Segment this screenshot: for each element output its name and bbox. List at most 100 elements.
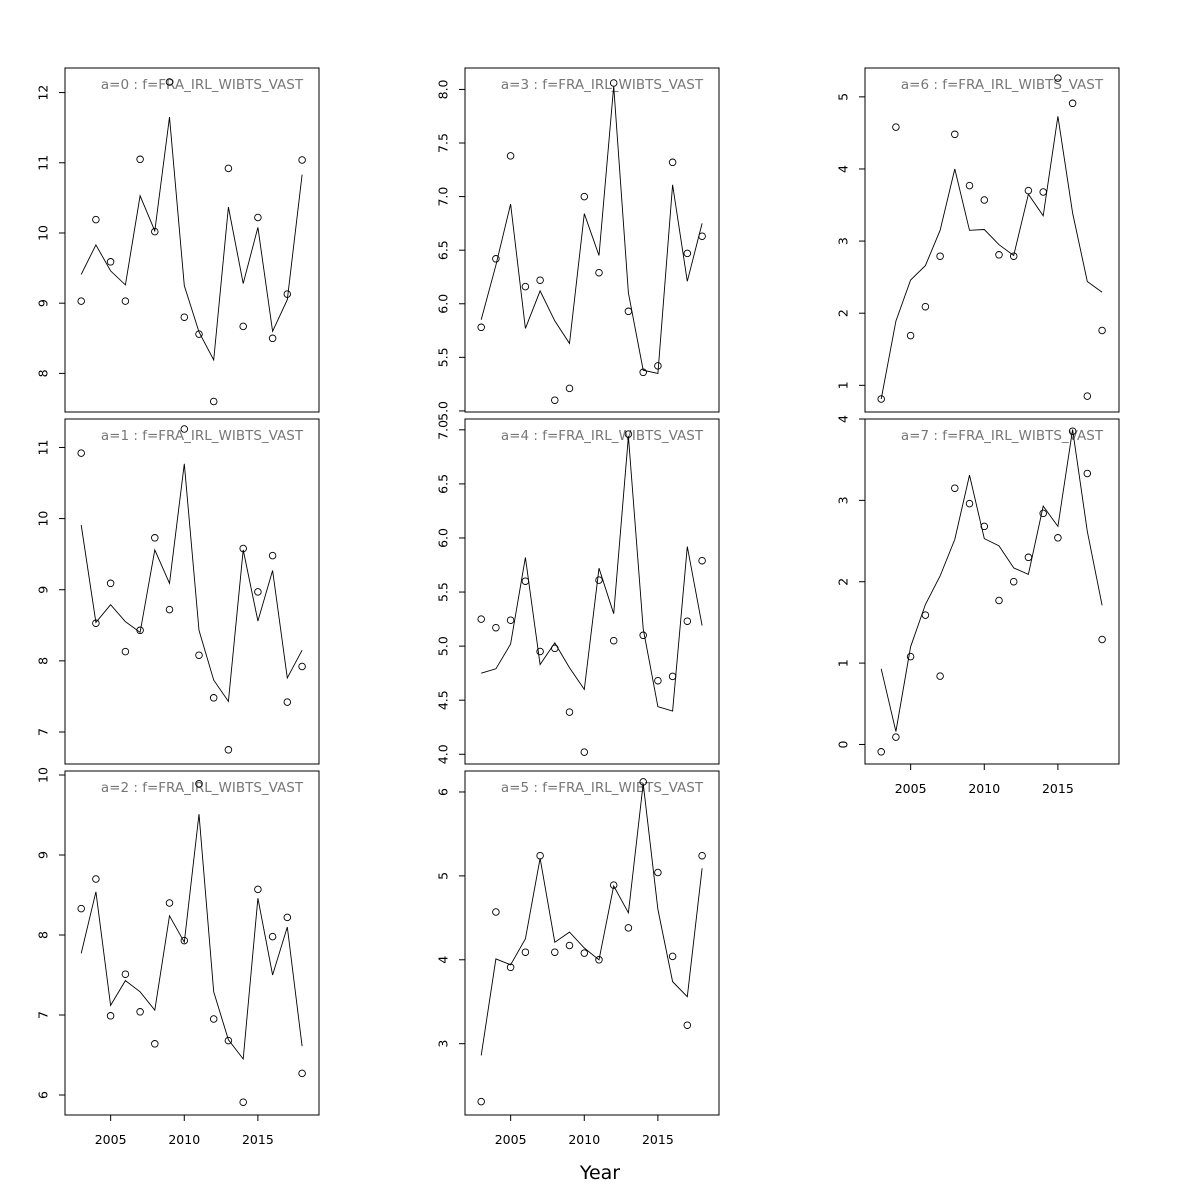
observed-point [668,158,677,167]
observed-point [492,908,500,916]
y-tick-label: 6.0 [436,294,451,314]
observed-point [980,522,989,531]
observed-point [209,1015,218,1023]
y-tick-label: 5.0 [436,401,451,421]
observed-point [877,748,885,756]
y-tick-label: 7 [36,1011,51,1019]
observed-point [121,297,130,305]
y-tick-label: 7.5 [436,133,451,153]
observed-point [683,1021,692,1029]
observed-point [283,698,292,706]
observed-point [283,290,292,298]
observed-point [209,694,218,702]
x-tick-label: 2015 [1042,781,1074,796]
fitted-line [80,117,303,362]
observed-point [298,156,306,164]
x-tick-label: 2005 [95,1132,127,1147]
y-tick-label: 10 [36,225,51,241]
observed-point [936,672,944,680]
y-tick-label: 6.5 [436,240,451,260]
y-tick-label: 7 [36,728,51,736]
y-tick-label: 9 [36,299,51,307]
observed-point [180,313,189,321]
observed-point [654,868,662,877]
observed-point [951,130,959,139]
observed-point [106,258,115,266]
observed-point [639,778,647,786]
observed-point [136,155,144,164]
observed-point [121,647,130,656]
observed-point [639,368,647,377]
observed-point [668,952,677,961]
y-tick-label: 7.0 [436,420,451,440]
y-tick-label: 4 [836,415,851,423]
observed-point [980,196,989,204]
observed-point [965,499,974,508]
observed-point [551,948,559,956]
observed-point [906,331,915,340]
y-tick-label: 3 [436,1040,451,1048]
observed-point [654,362,662,370]
observed-point [906,652,915,661]
observed-point [477,1097,485,1106]
x-tick-label: 2010 [968,781,1000,796]
x-tick-label: 2015 [642,1132,674,1147]
fitted-line [80,463,303,703]
observed-point [624,307,633,316]
observed-point [506,616,515,624]
observed-point [936,252,944,260]
observed-point [254,213,262,222]
y-tick-label: 9 [36,851,51,859]
observed-point [1068,99,1077,108]
fitted-line [480,783,703,1056]
y-tick-label: 6 [436,788,451,796]
observed-point [239,544,247,553]
plot-frame [464,418,720,765]
observed-point [921,611,930,619]
y-tick-label: 11 [36,440,51,456]
y-tick-label: 4.0 [436,744,451,764]
chart-panel-2: a=2 : f=FRA_IRL_WIBTS_VAST 6 7 8 9 10 2005 2010… [36,767,320,1147]
observed-point [965,181,974,190]
panel-title: a=2 : f=FRA_IRL_WIBTS_VAST [101,780,304,796]
observed-point [1039,509,1047,518]
observed-point [254,885,262,894]
observed-point [195,330,203,338]
observed-point [268,551,277,560]
y-tick-label: 10 [36,511,51,527]
fitted-line [880,116,1103,400]
observed-point [565,941,574,950]
observed-point [1039,188,1047,196]
y-tick-label: 10 [36,767,51,783]
observed-point [1083,392,1092,400]
observed-point [1068,427,1077,435]
observed-point [536,276,544,284]
observed-point [77,904,85,913]
y-tick-label: 6.5 [436,474,451,494]
observed-point [151,534,159,542]
observed-point [1009,577,1018,586]
observed-point [92,619,100,627]
observed-point [521,282,530,291]
observed-point [151,1040,159,1048]
plot-frame [64,770,320,1116]
observed-point [521,577,530,585]
fitted-line [80,814,303,1061]
observed-point [477,323,485,332]
y-tick-label: 4 [836,165,851,173]
chart-panel-1: a=1 : f=FRA_IRL_WIBTS_VAST 7 8 9 10 11 [36,418,320,765]
observed-point [106,579,115,588]
observed-point [77,297,85,305]
observed-point [580,949,589,957]
y-tick-label: 12 [36,85,51,101]
panel-title: a=6 : f=FRA_IRL_WIBTS_VAST [901,77,1104,93]
observed-point [209,397,218,406]
observed-point [995,596,1003,605]
observed-point [551,644,559,653]
fitted-line [481,436,703,712]
observed-point [595,956,603,964]
panel-title: a=7 : f=FRA_IRL_WIBTS_VAST [901,428,1104,444]
y-tick-label: 5 [836,93,851,101]
